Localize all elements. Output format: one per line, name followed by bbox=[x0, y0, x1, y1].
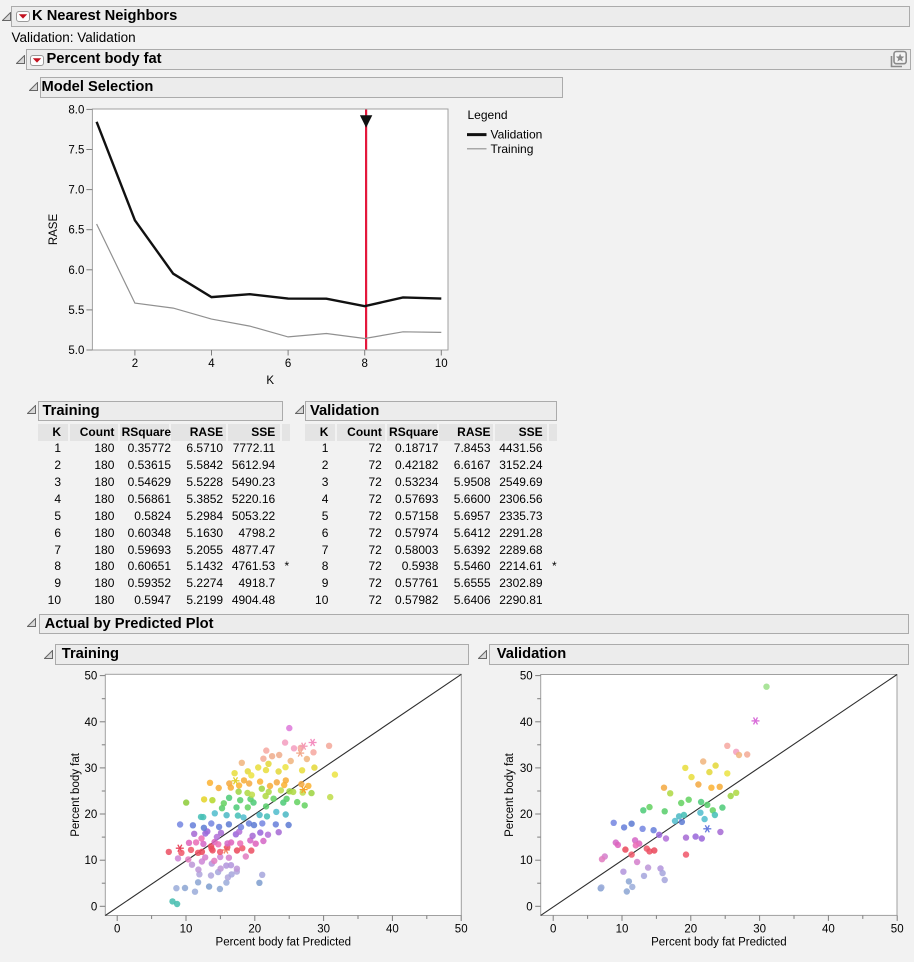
svg-text:K: K bbox=[266, 375, 274, 387]
svg-text:2: 2 bbox=[132, 358, 138, 370]
svg-text:10: 10 bbox=[616, 923, 629, 935]
svg-text:20: 20 bbox=[85, 809, 98, 821]
svg-text:40: 40 bbox=[85, 717, 98, 729]
svg-text:0: 0 bbox=[114, 924, 120, 936]
svg-text:5.5: 5.5 bbox=[68, 305, 84, 317]
svg-text:20: 20 bbox=[248, 924, 261, 936]
svg-text:5.0: 5.0 bbox=[68, 345, 84, 357]
svg-text:30: 30 bbox=[85, 763, 98, 775]
svg-text:30: 30 bbox=[317, 924, 330, 936]
svg-text:4: 4 bbox=[208, 358, 215, 370]
svg-text:0: 0 bbox=[550, 923, 556, 935]
svg-text:Percent body fat Predicted: Percent body fat Predicted bbox=[216, 937, 352, 949]
svg-text:8: 8 bbox=[361, 358, 367, 370]
svg-text:0: 0 bbox=[526, 901, 532, 913]
svg-text:10: 10 bbox=[180, 924, 193, 936]
svg-text:10: 10 bbox=[520, 855, 533, 867]
svg-text:7.5: 7.5 bbox=[68, 145, 84, 157]
svg-text:10: 10 bbox=[435, 358, 448, 370]
svg-text:50: 50 bbox=[455, 924, 468, 936]
svg-text:40: 40 bbox=[386, 924, 399, 936]
svg-text:8.0: 8.0 bbox=[68, 104, 84, 116]
svg-text:7.0: 7.0 bbox=[68, 185, 84, 197]
svg-text:50: 50 bbox=[891, 923, 904, 935]
svg-text:30: 30 bbox=[753, 923, 766, 935]
svg-text:50: 50 bbox=[520, 671, 533, 683]
svg-text:RASE: RASE bbox=[48, 214, 60, 246]
svg-text:Validation: Validation bbox=[491, 128, 543, 142]
svg-text:40: 40 bbox=[520, 717, 533, 729]
svg-text:6.0: 6.0 bbox=[68, 265, 84, 277]
svg-text:6: 6 bbox=[285, 358, 291, 370]
svg-text:6.5: 6.5 bbox=[68, 225, 84, 237]
svg-text:30: 30 bbox=[520, 763, 533, 775]
svg-text:0: 0 bbox=[91, 901, 97, 913]
svg-text:Percent body fat: Percent body fat bbox=[70, 752, 82, 837]
svg-text:50: 50 bbox=[85, 671, 98, 683]
svg-text:Percent body fat: Percent body fat bbox=[504, 752, 516, 837]
svg-text:Legend: Legend bbox=[468, 108, 508, 122]
svg-text:10: 10 bbox=[85, 855, 98, 867]
svg-text:20: 20 bbox=[684, 923, 697, 935]
svg-text:Training: Training bbox=[491, 142, 534, 156]
svg-text:20: 20 bbox=[520, 809, 533, 821]
svg-text:40: 40 bbox=[822, 923, 835, 935]
svg-text:Percent body fat Predicted: Percent body fat Predicted bbox=[651, 936, 787, 948]
